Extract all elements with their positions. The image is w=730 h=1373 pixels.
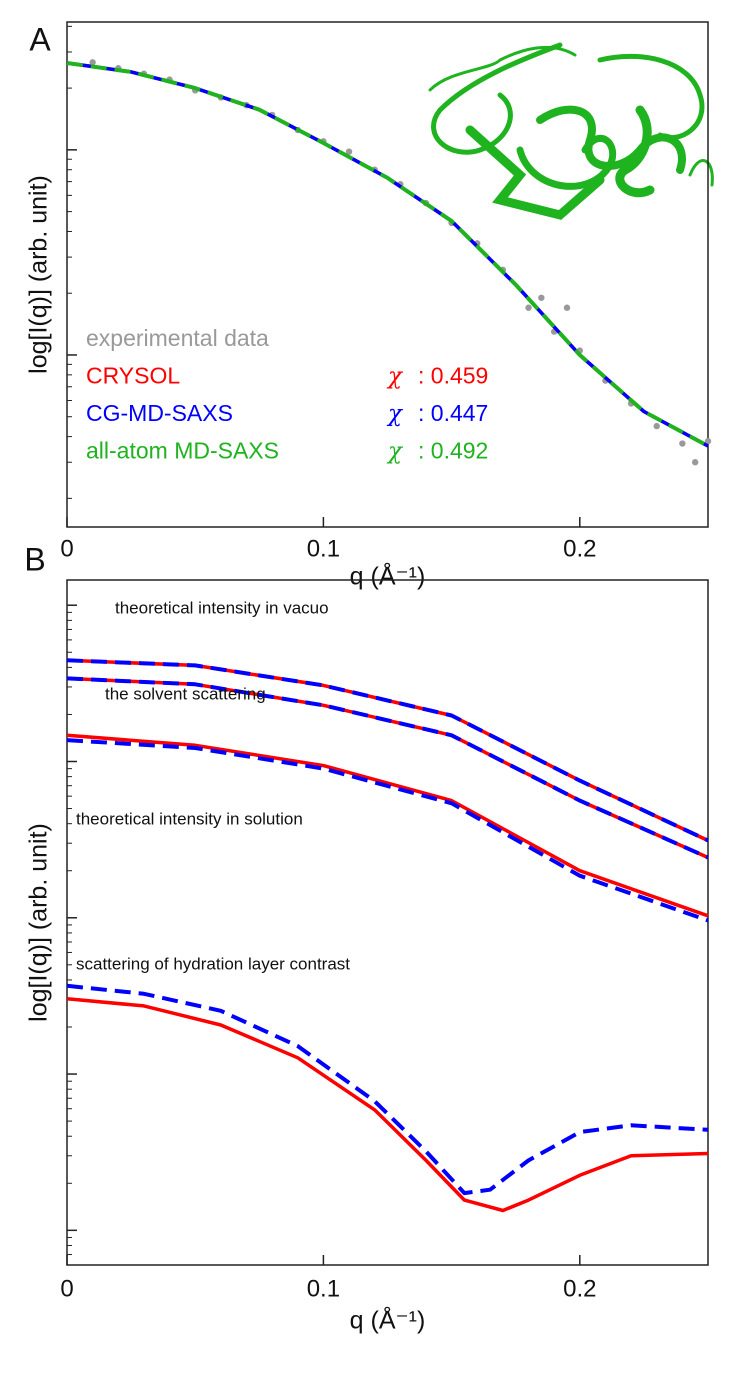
y-axis-title: log[I(q)] (arb. unit): [25, 823, 53, 1022]
curve-annotation: scattering of hydration layer contrast: [76, 954, 350, 973]
curve: [66, 676, 709, 860]
chi-value: : 0.447: [418, 400, 488, 426]
x-tick-label: 0.2: [563, 535, 596, 562]
chi-value: : 0.492: [418, 438, 488, 464]
curve: [66, 997, 709, 1213]
curve: [66, 733, 709, 918]
panel-letter: B: [24, 541, 45, 577]
plot-frame: [66, 21, 709, 528]
plot-frame: [66, 579, 709, 1266]
chi-symbol: χ: [386, 364, 404, 390]
x-tick-label: 0.2: [563, 1275, 596, 1302]
data-point: [345, 148, 353, 155]
data-point: [89, 59, 96, 66]
x-axis-title: q (Å⁻¹): [350, 561, 426, 591]
curve: [66, 658, 709, 843]
protein-structure: [428, 42, 714, 220]
curve: [66, 676, 709, 860]
chi-symbol: χ: [386, 401, 404, 427]
curve: [66, 61, 709, 448]
data-point: [679, 440, 686, 447]
y-axis-title: log[I(q)] (arb. unit): [25, 175, 53, 374]
chi-value: : 0.459: [418, 363, 488, 389]
legend-label: experimental data: [86, 325, 269, 351]
legend-label: CRYSOL: [86, 363, 180, 389]
data-point: [704, 437, 712, 445]
x-tick-label: 0: [60, 1275, 73, 1302]
legend-label: CG-MD-SAXS: [86, 400, 233, 426]
x-tick-label: 0: [60, 535, 73, 562]
data-point: [525, 304, 532, 311]
curve-annotation: the solvent scattering: [105, 684, 266, 703]
data-point: [653, 422, 660, 430]
curve-annotation: theoretical intensity in solution: [76, 809, 303, 828]
x-tick-label: 0.1: [307, 1275, 340, 1302]
curve: [66, 738, 709, 923]
data-point: [538, 294, 545, 301]
legend-label: all-atom MD-SAXS: [86, 438, 279, 464]
chi-symbol: χ: [386, 439, 404, 465]
x-tick-label: 0.1: [307, 535, 340, 562]
x-axis-title: q (Å⁻¹): [350, 1305, 426, 1335]
data-point: [691, 459, 699, 466]
curve-annotation: theoretical intensity in vacuo: [115, 598, 329, 617]
panel-letter: A: [29, 21, 51, 57]
curve: [66, 983, 709, 1196]
data-point: [563, 304, 571, 311]
